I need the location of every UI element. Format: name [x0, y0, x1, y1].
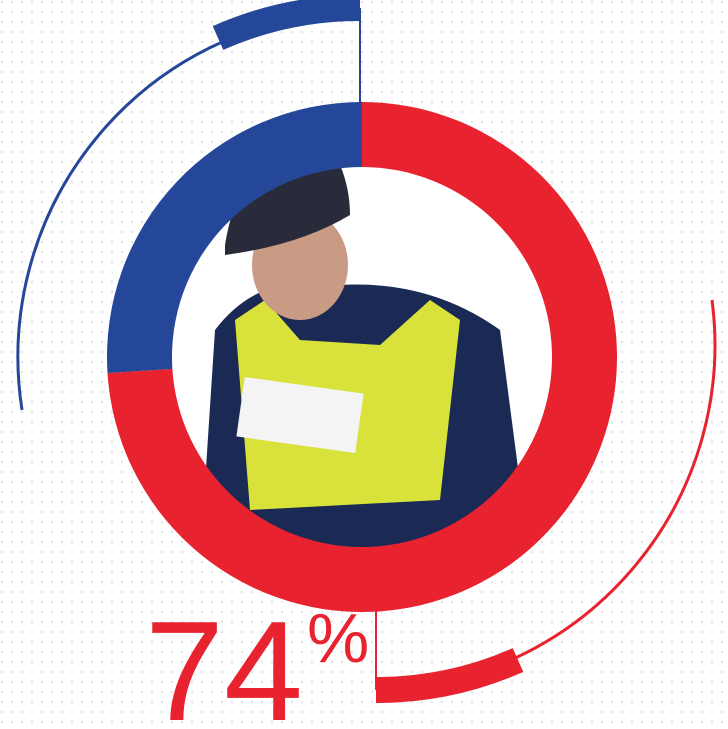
infographic: 74% — [0, 0, 728, 729]
